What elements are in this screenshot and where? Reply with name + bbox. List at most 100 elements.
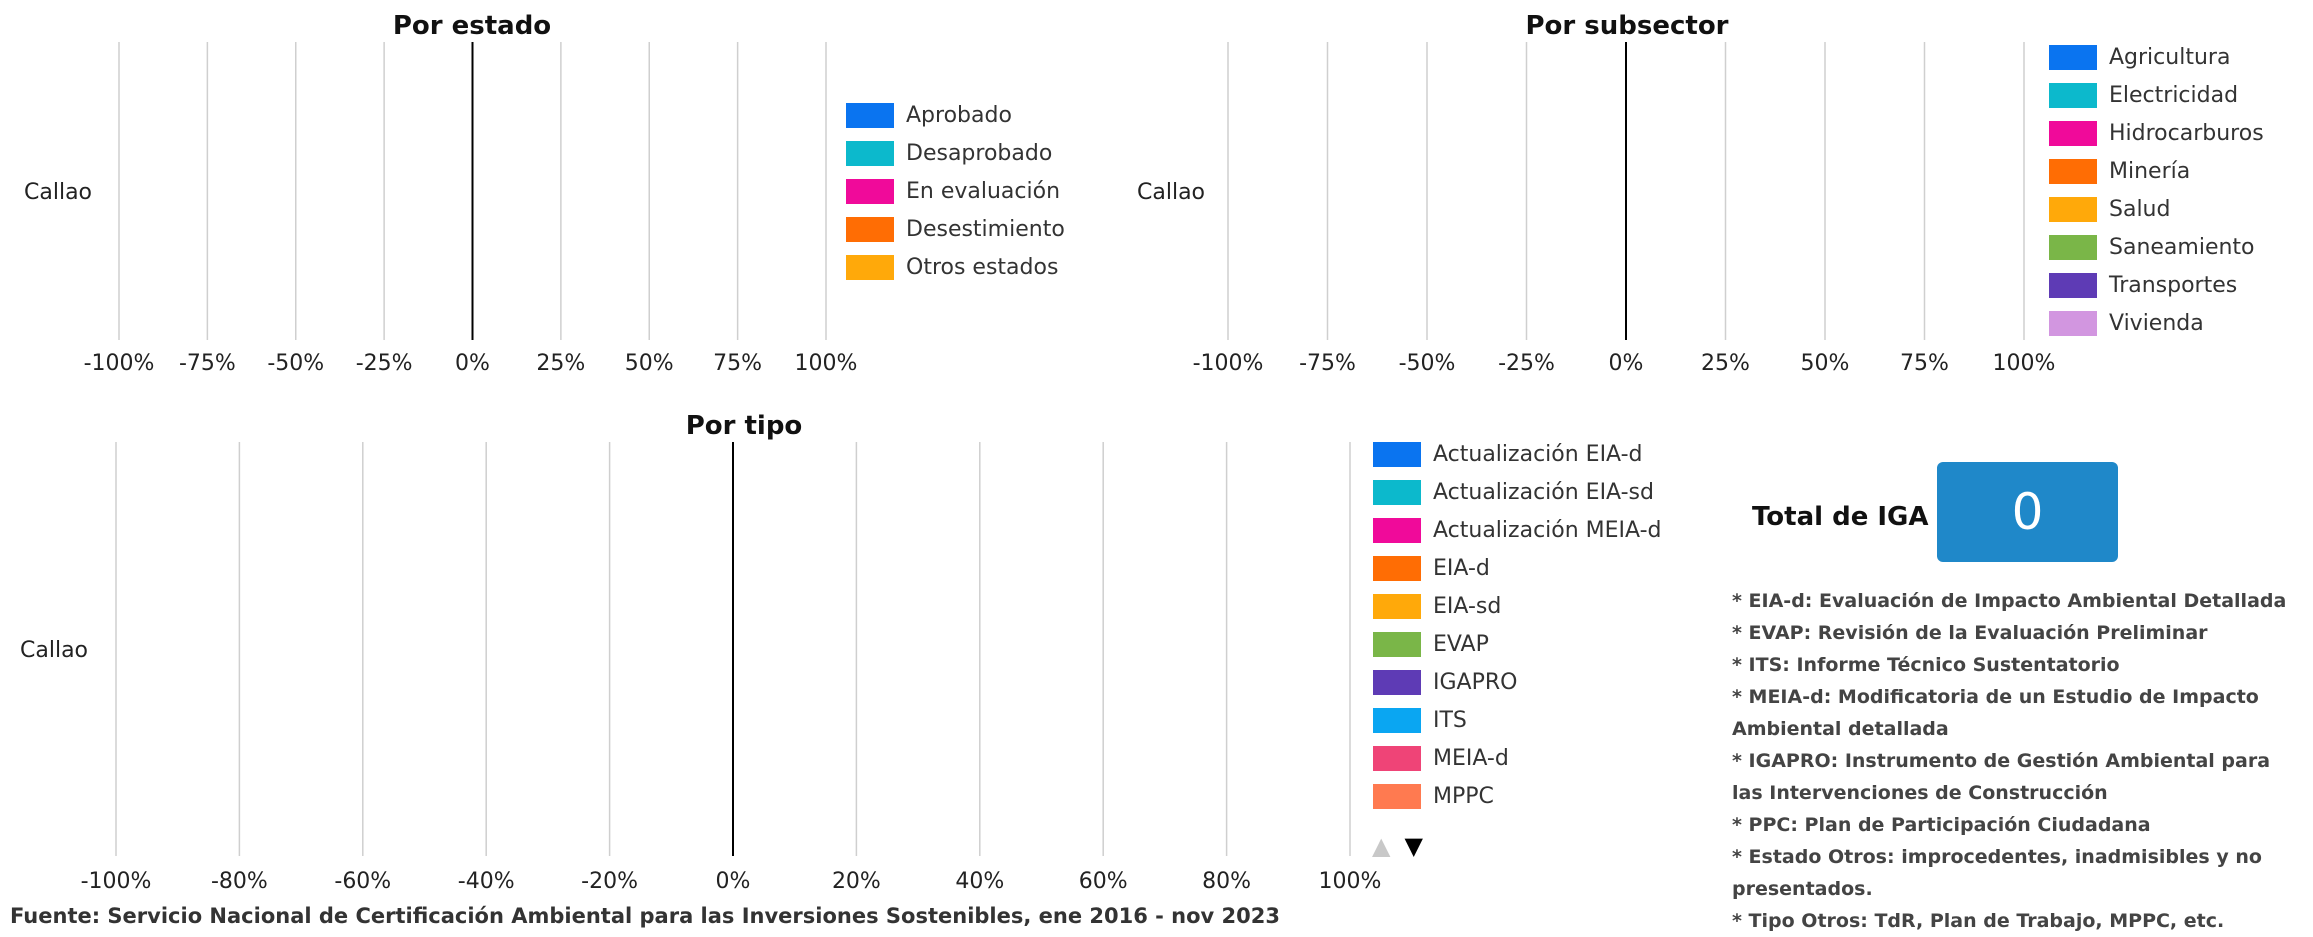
legend-swatch bbox=[1373, 669, 1421, 695]
note: * PPC: Plan de Participación Ciudadana bbox=[1732, 814, 2151, 836]
legend-swatch bbox=[1373, 593, 1421, 619]
legend-por-estado: Aprobado Desaprobado En evaluación Desestim… bbox=[846, 96, 1065, 286]
x-tick-label: -75% bbox=[1299, 351, 1356, 376]
x-tick-label: 50% bbox=[625, 351, 674, 376]
total-label: Total de IGA bbox=[1752, 502, 1929, 532]
legend-label: Minería bbox=[2109, 158, 2191, 184]
note: * IGAPRO: Instrumento de Gestión Ambient… bbox=[1732, 750, 2271, 804]
legend-swatch bbox=[1373, 745, 1421, 771]
legend-label: Otros estados bbox=[906, 254, 1059, 280]
chart-title: Por subsector bbox=[1525, 11, 1728, 41]
legend-swatch bbox=[1373, 479, 1421, 505]
legend-item[interactable]: Otros estados bbox=[846, 248, 1065, 286]
x-tick-label: 80% bbox=[1202, 869, 1251, 894]
legend-item[interactable]: IGAPRO bbox=[1373, 663, 1662, 701]
legend-swatch bbox=[1373, 517, 1421, 543]
legend-swatch bbox=[846, 102, 894, 128]
legend-item[interactable]: EIA-sd bbox=[1373, 587, 1662, 625]
legend-label: EVAP bbox=[1433, 631, 1489, 657]
chart-por-estado: Por estado -100% -75% -50% -25% 0% 25% 50% 75% 10… bbox=[24, 11, 857, 376]
legend-pager: ▲ ▼ bbox=[1372, 832, 1423, 860]
legend-item[interactable]: Agricultura bbox=[2049, 38, 2264, 76]
legend-item[interactable]: EIA-d bbox=[1373, 549, 1662, 587]
legend-swatch bbox=[846, 254, 894, 280]
x-tick-label: -100% bbox=[84, 351, 155, 376]
chart-por-tipo: Por tipo -100% -80% -60% -40% -20% 0% 20% 40% 60%… bbox=[20, 411, 1382, 894]
legend-label: Desestimiento bbox=[906, 216, 1065, 242]
note: * MEIA-d: Modificatoria de un Estudio de… bbox=[1732, 686, 2259, 740]
legend-label: Vivienda bbox=[2109, 310, 2204, 336]
note: * EIA-d: Evaluación de Impacto Ambiental… bbox=[1732, 590, 2287, 612]
chart-por-subsector: Por subsector -100% -75% -50% -25% 0% 25% 50% 75… bbox=[1137, 11, 2056, 376]
legend-item[interactable]: ITS bbox=[1373, 701, 1662, 739]
legend-swatch bbox=[2049, 196, 2097, 222]
legend-label: IGAPRO bbox=[1433, 669, 1518, 695]
triangle-up-icon[interactable]: ▲ bbox=[1372, 832, 1391, 860]
x-tick-label: 0% bbox=[716, 869, 751, 894]
triangle-down-icon[interactable]: ▼ bbox=[1404, 832, 1423, 860]
legend-item[interactable]: Actualización EIA-d bbox=[1373, 435, 1662, 473]
legend-por-tipo: Actualización EIA-d Actualización EIA-sd A… bbox=[1373, 435, 1662, 815]
legend-swatch bbox=[2049, 120, 2097, 146]
x-tick-label: 100% bbox=[1319, 869, 1382, 894]
x-tick-label: 0% bbox=[455, 351, 490, 376]
legend-item[interactable]: Actualización EIA-sd bbox=[1373, 473, 1662, 511]
legend-item[interactable]: Desestimiento bbox=[846, 210, 1065, 248]
y-category-label: Callao bbox=[1137, 180, 1205, 205]
legend-swatch bbox=[2049, 310, 2097, 336]
legend-item[interactable]: Electricidad bbox=[2049, 76, 2264, 114]
legend-item[interactable]: Minería bbox=[2049, 152, 2264, 190]
notes: * EIA-d: Evaluación de Impacto Ambiental… bbox=[1732, 585, 2307, 937]
x-tick-label: -40% bbox=[458, 869, 515, 894]
legend-item[interactable]: MPPC bbox=[1373, 777, 1662, 815]
legend-swatch bbox=[2049, 272, 2097, 298]
legend-label: Actualización EIA-sd bbox=[1433, 479, 1654, 505]
legend-swatch bbox=[1373, 555, 1421, 581]
legend-item[interactable]: EVAP bbox=[1373, 625, 1662, 663]
legend-swatch bbox=[1373, 783, 1421, 809]
note: * Tipo Otros: TdR, Plan de Trabajo, MPPC… bbox=[1732, 910, 2225, 932]
legend-label: Aprobado bbox=[906, 102, 1012, 128]
legend-item[interactable]: Transportes bbox=[2049, 266, 2264, 304]
legend-item[interactable]: Salud bbox=[2049, 190, 2264, 228]
legend-item[interactable]: Saneamiento bbox=[2049, 228, 2264, 266]
legend-label: ITS bbox=[1433, 707, 1467, 733]
x-tick-label: -75% bbox=[179, 351, 236, 376]
legend-item[interactable]: MEIA-d bbox=[1373, 739, 1662, 777]
x-tick-label: -25% bbox=[1498, 351, 1555, 376]
x-tick-label: 50% bbox=[1801, 351, 1850, 376]
legend-label: Agricultura bbox=[2109, 44, 2231, 70]
x-tick-label: -50% bbox=[267, 351, 324, 376]
x-tick-label: 60% bbox=[1079, 869, 1128, 894]
x-tick-label: -50% bbox=[1399, 351, 1456, 376]
legend-label: MPPC bbox=[1433, 783, 1494, 809]
x-tick-label: 20% bbox=[832, 869, 881, 894]
legend-item[interactable]: Hidrocarburos bbox=[2049, 114, 2264, 152]
legend-swatch bbox=[846, 178, 894, 204]
y-category-label: Callao bbox=[24, 180, 92, 205]
x-tick-label: 100% bbox=[1993, 351, 2056, 376]
legend-label: EIA-d bbox=[1433, 555, 1490, 581]
legend-label: En evaluación bbox=[906, 178, 1061, 204]
legend-label: Electricidad bbox=[2109, 82, 2239, 108]
legend-swatch bbox=[2049, 82, 2097, 108]
x-tick-label: 0% bbox=[1609, 351, 1644, 376]
legend-swatch bbox=[2049, 234, 2097, 260]
x-tick-label: -25% bbox=[356, 351, 413, 376]
legend-label: EIA-sd bbox=[1433, 593, 1502, 619]
x-tick-label: -100% bbox=[81, 869, 152, 894]
y-category-label: Callao bbox=[20, 638, 88, 663]
legend-item[interactable]: Actualización MEIA-d bbox=[1373, 511, 1662, 549]
x-tick-label: 75% bbox=[1900, 351, 1949, 376]
legend-label: Actualización EIA-d bbox=[1433, 441, 1643, 467]
legend-item[interactable]: En evaluación bbox=[846, 172, 1065, 210]
note: * Estado Otros: improcedentes, inadmisib… bbox=[1732, 846, 2262, 900]
x-tick-label: -60% bbox=[334, 869, 391, 894]
x-tick-label: -20% bbox=[581, 869, 638, 894]
legend-swatch bbox=[2049, 158, 2097, 184]
legend-item[interactable]: Vivienda bbox=[2049, 304, 2264, 342]
legend-label: Salud bbox=[2109, 196, 2171, 222]
chart-title: Por tipo bbox=[686, 411, 803, 441]
legend-item[interactable]: Desaprobado bbox=[846, 134, 1065, 172]
legend-item[interactable]: Aprobado bbox=[846, 96, 1065, 134]
